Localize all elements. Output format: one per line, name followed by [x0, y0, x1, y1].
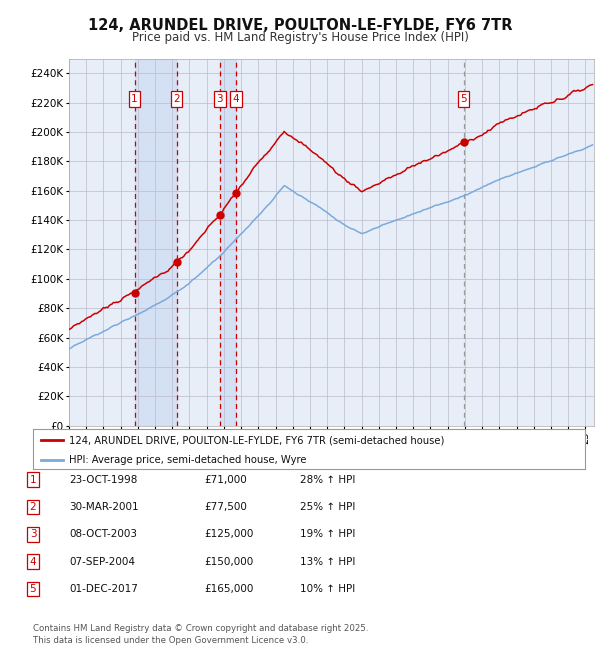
Text: 1: 1: [131, 94, 138, 104]
Text: 19% ↑ HPI: 19% ↑ HPI: [300, 529, 355, 539]
Bar: [220, 58, 236, 426]
Bar: [134, 58, 176, 426]
Text: 1: 1: [29, 474, 37, 485]
Text: 10% ↑ HPI: 10% ↑ HPI: [300, 584, 355, 594]
Text: 01-DEC-2017: 01-DEC-2017: [69, 584, 138, 594]
Text: 4: 4: [29, 556, 37, 567]
Text: 13% ↑ HPI: 13% ↑ HPI: [300, 556, 355, 567]
Text: 4: 4: [232, 94, 239, 104]
Text: HPI: Average price, semi-detached house, Wyre: HPI: Average price, semi-detached house,…: [69, 456, 307, 465]
Text: Price paid vs. HM Land Registry's House Price Index (HPI): Price paid vs. HM Land Registry's House …: [131, 31, 469, 44]
Text: 07-SEP-2004: 07-SEP-2004: [69, 556, 135, 567]
Text: £125,000: £125,000: [204, 529, 253, 539]
Text: 30-MAR-2001: 30-MAR-2001: [69, 502, 139, 512]
Text: 2: 2: [29, 502, 37, 512]
Text: £165,000: £165,000: [204, 584, 253, 594]
Text: 5: 5: [29, 584, 37, 594]
Text: 08-OCT-2003: 08-OCT-2003: [69, 529, 137, 539]
Text: £150,000: £150,000: [204, 556, 253, 567]
Text: 28% ↑ HPI: 28% ↑ HPI: [300, 474, 355, 485]
Text: £77,500: £77,500: [204, 502, 247, 512]
Text: 2: 2: [173, 94, 180, 104]
Text: £71,000: £71,000: [204, 474, 247, 485]
Text: 5: 5: [460, 94, 467, 104]
Text: 3: 3: [217, 94, 223, 104]
Text: 124, ARUNDEL DRIVE, POULTON-LE-FYLDE, FY6 7TR: 124, ARUNDEL DRIVE, POULTON-LE-FYLDE, FY…: [88, 18, 512, 33]
Text: 124, ARUNDEL DRIVE, POULTON-LE-FYLDE, FY6 7TR (semi-detached house): 124, ARUNDEL DRIVE, POULTON-LE-FYLDE, FY…: [69, 436, 444, 445]
Text: 23-OCT-1998: 23-OCT-1998: [69, 474, 137, 485]
Text: Contains HM Land Registry data © Crown copyright and database right 2025.
This d: Contains HM Land Registry data © Crown c…: [33, 624, 368, 645]
Text: 25% ↑ HPI: 25% ↑ HPI: [300, 502, 355, 512]
Text: 3: 3: [29, 529, 37, 539]
